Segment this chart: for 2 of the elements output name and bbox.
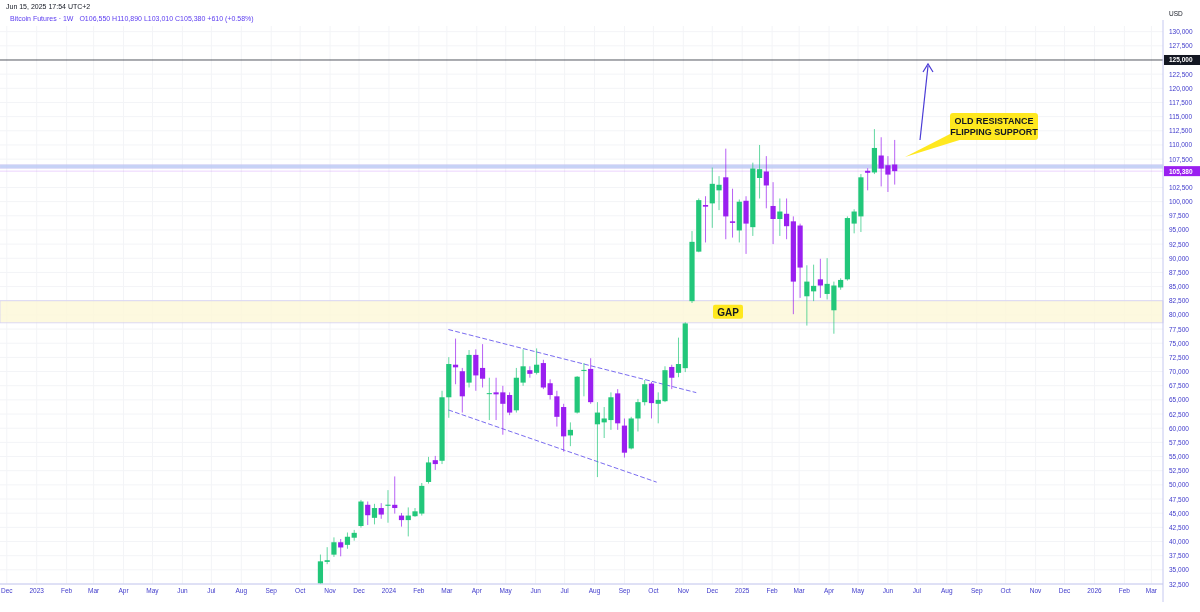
annotation: OLD RESISTANCE FLIPPING SUPPORT (950, 116, 1039, 137)
band-label: GAP (717, 306, 740, 318)
